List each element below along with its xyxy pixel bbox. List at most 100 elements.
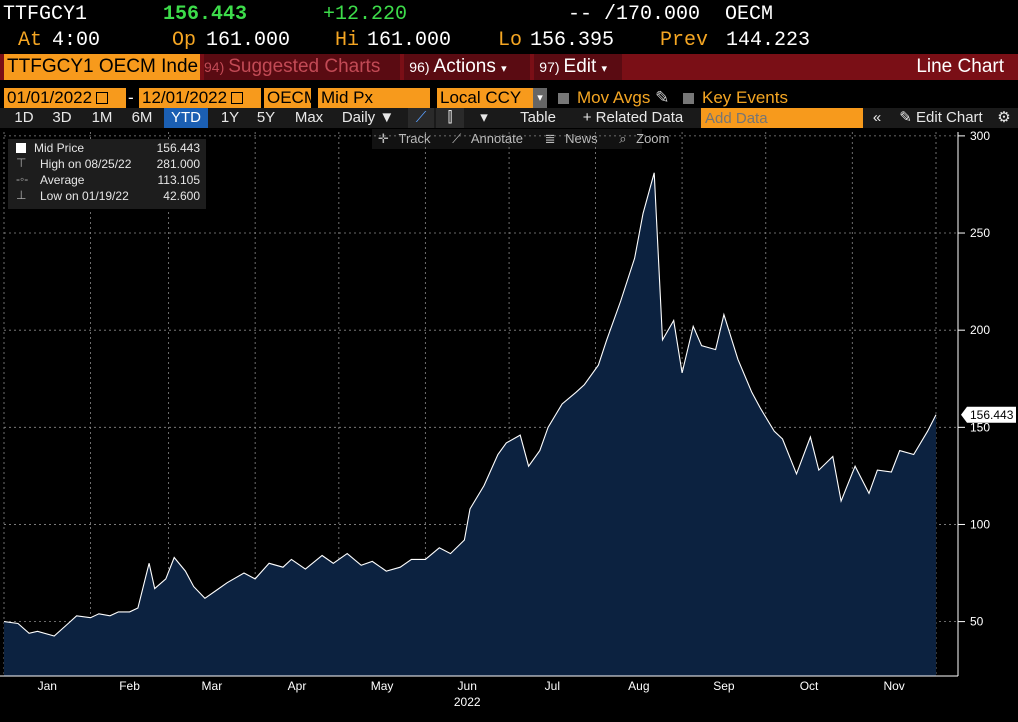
line-chart-icon[interactable]: ⟋ xyxy=(408,108,434,128)
news-label: News xyxy=(565,131,598,146)
x-tick-label: Sep xyxy=(713,679,735,693)
x-tick-label: Jul xyxy=(545,679,560,693)
price-area xyxy=(4,172,936,677)
y-tick-label: 50 xyxy=(970,615,984,629)
x-axis: Jan Feb Mar Apr May Jun Jul Aug Sep Oct Nov xyxy=(0,675,958,693)
range-1y[interactable]: 1Y xyxy=(220,109,240,126)
annotate-tool[interactable]: ⟋ Annotate xyxy=(452,131,523,146)
x-tick-label: Jun xyxy=(458,679,477,693)
currency-select[interactable]: Local CCY xyxy=(437,88,533,108)
chart-tools: ✛ Track ⟋ Annotate ≣ News ⌕ Zoom xyxy=(372,129,669,149)
x-tick-label: Aug xyxy=(628,679,649,693)
range-5y[interactable]: 5Y xyxy=(256,109,276,126)
chart-type-label: Line Chart xyxy=(916,56,1004,77)
price-line xyxy=(3,172,937,637)
last-value-marker: 156.443 xyxy=(961,406,1016,423)
zoom-tool[interactable]: ⌕ Zoom xyxy=(619,131,670,146)
actions-menu[interactable]: 96) Actions ▾ xyxy=(404,54,530,80)
range-1d[interactable]: 1D xyxy=(14,109,34,126)
checkbox-icon[interactable] xyxy=(683,93,694,104)
low-marker-icon: ⊥ xyxy=(16,188,27,202)
currency-dropdown-icon[interactable]: ▾ xyxy=(533,88,547,108)
series-swatch xyxy=(16,143,26,153)
collapse-icon[interactable]: « xyxy=(872,109,882,126)
key-events-label: Key Events xyxy=(702,88,788,107)
mov-avgs-label: Mov Avgs xyxy=(577,88,651,107)
range-max[interactable]: Max xyxy=(294,109,324,126)
source-field[interactable]: OECM xyxy=(264,88,318,108)
bar-chart-icon[interactable]: ⫿ xyxy=(436,108,464,128)
high-label: Hi xyxy=(335,29,360,52)
checkbox-icon[interactable] xyxy=(558,93,569,104)
price-source: OECM xyxy=(725,3,774,26)
end-date-value: 12/01/2022 xyxy=(142,88,228,107)
legend-low-label: Low on 01/19/22 xyxy=(40,189,129,203)
actions-number: 96) xyxy=(409,59,430,75)
low-value: 156.395 xyxy=(530,29,615,52)
toolbar: 1D 3D 1M 6M YTD 1Y 5Y Max Daily ▼ ⟋ ⫿ ▾ … xyxy=(0,108,1018,128)
legend-low-value: 42.600 xyxy=(163,189,200,203)
ticker-symbol: TTFGCY1 xyxy=(3,3,88,26)
add-data-input[interactable] xyxy=(701,108,863,128)
chart-legend: Mid Price 156.443 ⊤ High on 08/25/22 281… xyxy=(8,139,206,209)
start-date-field[interactable]: 01/01/2022 xyxy=(4,88,126,108)
key-events-toggle[interactable]: Key Events xyxy=(683,88,788,108)
caret-down-icon: ▾ xyxy=(601,63,608,75)
chart-style-dropdown-icon[interactable]: ▾ xyxy=(480,109,488,126)
menu-bar: TTFGCY1 OECM Inde 94) Suggested Charts 96… xyxy=(0,54,1018,80)
edit-chart-label: Edit Chart xyxy=(916,109,983,126)
range-6m[interactable]: 6M xyxy=(131,109,153,126)
track-label: Track xyxy=(398,131,431,146)
date-separator: - xyxy=(128,88,134,107)
suggested-charts-button[interactable]: 94) Suggested Charts xyxy=(204,54,400,80)
legend-high-label: High on 08/25/22 xyxy=(40,157,132,171)
security-field[interactable]: TTFGCY1 OECM Inde xyxy=(4,54,200,80)
frequency-select[interactable]: Daily ▼ xyxy=(341,109,395,126)
related-data-button[interactable]: + Related Data xyxy=(582,109,684,126)
range-3d[interactable]: 3D xyxy=(52,109,72,126)
x-tick-label: Apr xyxy=(288,679,307,693)
end-date-field[interactable]: 12/01/2022 xyxy=(139,88,261,108)
zoom-label: Zoom xyxy=(636,131,670,146)
average-marker-icon: -◦- xyxy=(16,172,29,186)
legend-avg-value: 113.105 xyxy=(157,173,201,187)
prev-value: 144.223 xyxy=(726,29,811,52)
news-tool[interactable]: ≣ News xyxy=(544,131,598,146)
legend-avg-label: Average xyxy=(40,173,85,187)
pencil-icon[interactable]: ✎ xyxy=(655,88,670,107)
y-tick-label: 300 xyxy=(970,129,990,143)
legend-high-value: 281.000 xyxy=(156,157,200,171)
x-tick-label: Jan xyxy=(38,679,57,693)
x-axis-year: 2022 xyxy=(454,695,481,709)
caret-down-icon: ▾ xyxy=(501,63,507,75)
range-ytd[interactable]: YTD xyxy=(164,108,208,128)
at-label: At xyxy=(18,29,43,52)
field-select[interactable]: Mid Px xyxy=(318,88,430,108)
table-button[interactable]: Table xyxy=(520,109,556,126)
low-label: Lo xyxy=(498,29,523,52)
range-1m[interactable]: 1M xyxy=(91,109,113,126)
mov-avgs-toggle[interactable]: Mov Avgs ✎ xyxy=(558,88,669,108)
gear-icon[interactable]: ⚙ xyxy=(997,109,1011,126)
last-value-text: 156.443 xyxy=(970,408,1014,422)
high-marker-icon: ⊤ xyxy=(16,156,27,170)
x-tick-label: Feb xyxy=(119,679,140,693)
y-tick-label: 250 xyxy=(970,226,990,240)
calendar-icon[interactable] xyxy=(96,92,109,104)
open-label: Op xyxy=(172,29,197,52)
suggested-label: Suggested Charts xyxy=(228,56,381,77)
track-tool[interactable]: ✛ Track xyxy=(378,131,431,146)
high-value: 161.000 xyxy=(367,29,452,52)
legend-mid-value: 156.443 xyxy=(156,141,200,155)
x-tick-label: Nov xyxy=(883,679,904,693)
calendar-icon[interactable] xyxy=(231,92,244,104)
price-change: +12.220 xyxy=(323,3,408,26)
bid-ask: -- /170.000 xyxy=(568,3,701,26)
y-axis: 50 100 150 200 250 300 xyxy=(957,129,990,676)
last-value-tag xyxy=(961,406,1016,423)
last-price: 156.443 xyxy=(163,3,248,26)
edit-chart-button[interactable]: ✎ Edit Chart xyxy=(892,108,990,128)
at-time: 4:00 xyxy=(52,29,101,52)
edit-menu[interactable]: 97) Edit ▾ xyxy=(534,54,622,80)
